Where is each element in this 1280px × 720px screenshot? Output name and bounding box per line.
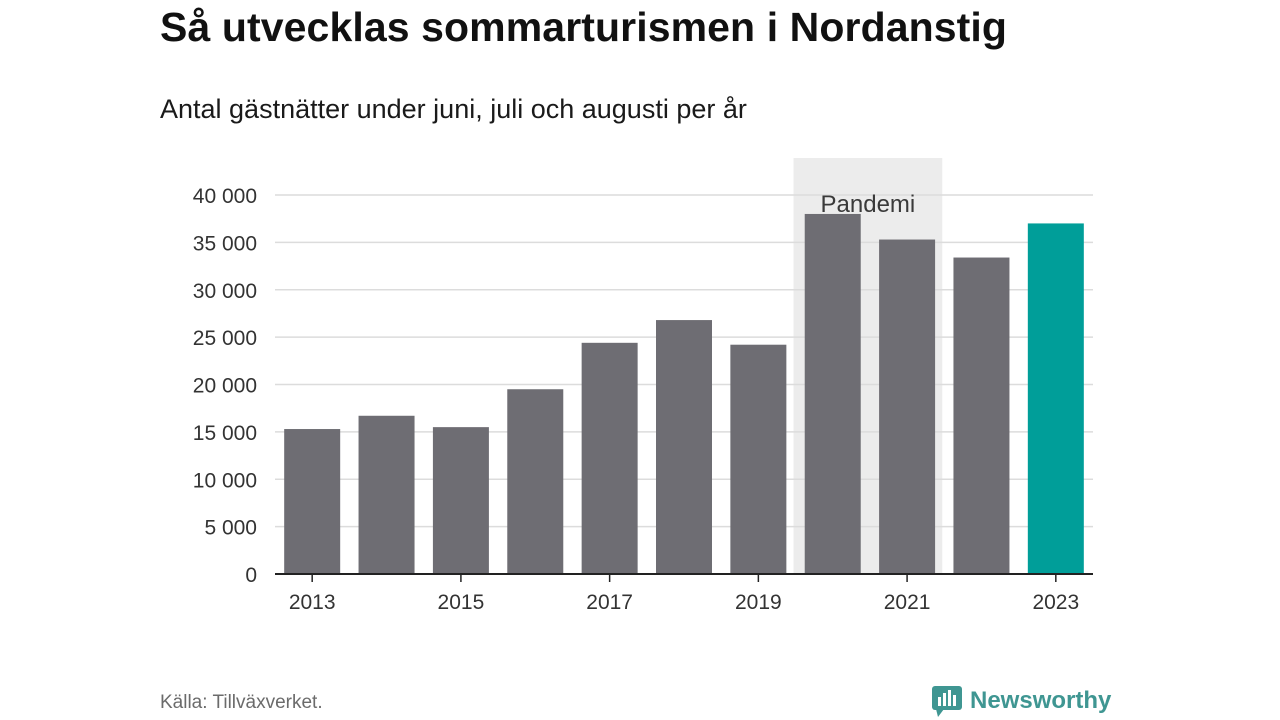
bar-2015 [432,427,489,574]
pandemic-label: Pandemi [821,191,916,218]
y-tick-label: 20 000 [193,375,257,398]
y-tick-label: 0 [245,564,257,587]
x-tick-label: 2019 [735,591,782,614]
newsworthy-logo-icon [932,686,962,717]
source-note: Källa: Tillväxverket. [160,692,323,713]
axes: 0 5 000 10 000 15 000 20 000 25 000 30 000 35 0… [193,185,1093,614]
bar-2023 [1027,223,1084,575]
bar-2014 [358,415,415,574]
y-tick-label: 30 000 [193,280,257,303]
bar-2017 [581,342,638,574]
bar-2020 [804,213,861,574]
bar-2016 [507,389,564,574]
chart-title: Så utvecklas sommarturismen i Nordanstig [160,4,1008,50]
y-tick-label: 10 000 [193,469,257,492]
y-tick-label: 35 000 [193,232,257,255]
brand-name: Newsworthy [970,687,1112,714]
bar-2018 [656,320,712,574]
bar-2021 [879,239,936,574]
x-tick-label: 2017 [586,591,633,614]
x-tick-label: 2021 [884,591,931,614]
x-tick-label: 2013 [289,591,336,614]
bars [284,213,1084,575]
y-tick-label: 5 000 [204,517,257,540]
y-tick-label: 15 000 [193,422,257,445]
bar-2022 [953,257,1010,574]
bar-2013 [284,429,341,574]
y-tick-label: 25 000 [193,327,257,350]
chart-subtitle: Antal gästnätter under juni, juli och au… [160,94,747,124]
x-tick-label: 2015 [438,591,485,614]
y-tick-label: 40 000 [193,185,257,208]
annotation-layer: Pandemi [821,191,916,218]
bar-2019 [730,344,787,574]
x-tick-label: 2023 [1032,591,1079,614]
brand-logo: Newsworthy [932,682,1111,720]
bar-chart: Pandemi 0 5 000 10 000 15 000 20 000 25 000 30… [193,158,1093,614]
